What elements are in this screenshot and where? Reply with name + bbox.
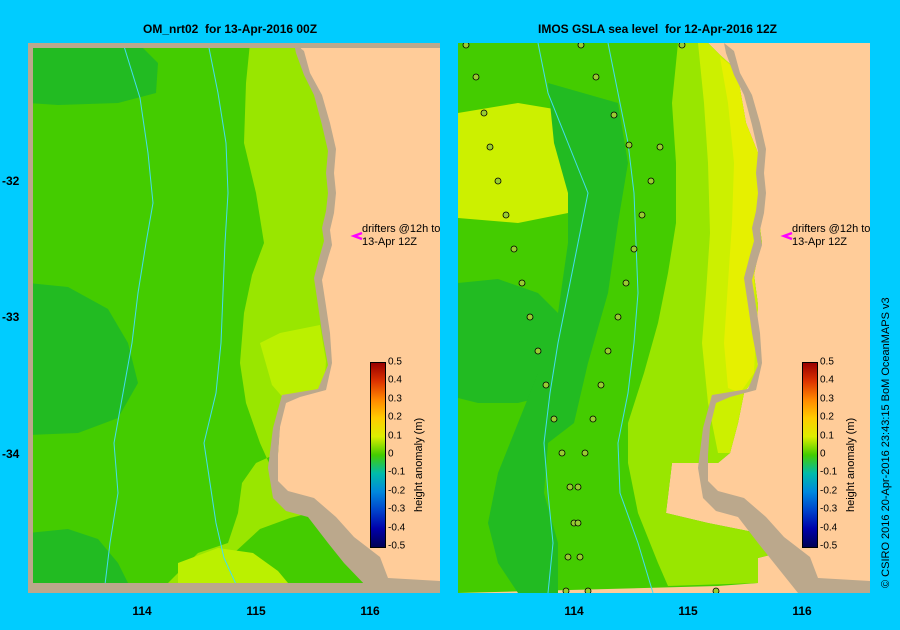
high-anomaly-patch	[260, 325, 326, 401]
low-anomaly-zone-3	[28, 529, 128, 583]
drifter-label-left: drifters @12h to 13-Apr 12Z	[362, 223, 440, 249]
positive-anomaly-zone	[168, 43, 334, 593]
drifter-dot	[638, 211, 646, 219]
drifter-dot	[494, 177, 502, 185]
low-anomaly-zone	[28, 283, 138, 435]
drifter-dot	[526, 313, 534, 321]
drifter-marker	[780, 231, 793, 241]
drifter-dot	[510, 245, 518, 253]
contour-lines	[537, 42, 654, 594]
colorbar-tick-label: 0.1	[820, 430, 834, 442]
right-panel-title: IMOS GSLA sea level for 12-Apr-2016 12Z	[538, 22, 777, 36]
drifter-dot	[712, 587, 720, 595]
drifter-dot	[564, 553, 572, 561]
drifter-dot	[577, 41, 585, 49]
drifter-dot	[574, 519, 582, 527]
drifter-dot	[534, 347, 542, 355]
x-tick-left-114: 114	[132, 604, 152, 618]
drifter-label-line1: drifters @12h to	[362, 223, 441, 235]
contour-lines	[103, 42, 241, 594]
y-tick-32: -32	[2, 174, 20, 188]
colorbar-tick-label: 0.1	[388, 430, 402, 442]
drifter-label-right: drifters @12h to 13-Apr 12Z	[792, 223, 870, 249]
colorbar-tick-label: 0	[388, 448, 394, 460]
y-tick-33: -33	[2, 310, 20, 324]
colorbar-title: height anomaly (m)	[845, 417, 857, 512]
drifter-dot	[502, 211, 510, 219]
left-map-panel	[28, 42, 440, 594]
x-tick-right-116: 116	[792, 604, 812, 618]
colorbar-tick-label: -0.5	[388, 540, 406, 552]
colorbar-tick-label: -0.3	[820, 503, 838, 515]
left-panel-title: OM_nrt02 for 13-Apr-2016 00Z	[143, 22, 318, 36]
colorbar-tick-label: 0.4	[820, 374, 834, 386]
y-tick-34: -34	[2, 447, 20, 461]
drifter-dot	[597, 381, 605, 389]
drifter-dot	[550, 415, 558, 423]
drifter-dot	[622, 279, 630, 287]
colorbar-tick-label: 0.3	[820, 393, 834, 405]
drifter-dot	[472, 73, 480, 81]
drifter-dot	[574, 483, 582, 491]
drifter-dot	[562, 587, 570, 595]
drifter-dot	[486, 143, 494, 151]
colorbar-title: height anomaly (m)	[413, 417, 425, 512]
drifter-dot	[604, 347, 612, 355]
colorbar-tick-label: 0.2	[820, 411, 834, 423]
colorbar-tick-label: 0.5	[820, 356, 834, 368]
drifter-dot	[566, 483, 574, 491]
drifter-dot	[576, 553, 584, 561]
drifter-dot	[614, 313, 622, 321]
drifter-dot	[656, 143, 664, 151]
colorbar-gradient	[370, 362, 386, 548]
drifter-dot	[584, 587, 592, 595]
drifter-marker	[350, 231, 363, 241]
colorbar-tick-label: -0.3	[388, 503, 406, 515]
drifter-positions	[462, 41, 720, 595]
drifter-dot	[630, 245, 638, 253]
drifter-label-line2: 13-Apr 12Z	[362, 236, 418, 248]
x-tick-right-115: 115	[678, 604, 698, 618]
drifter-dot	[589, 415, 597, 423]
colorbar-tick-label: -0.1	[388, 466, 406, 478]
drifter-dot	[518, 279, 526, 287]
colorbar-tick-label: -0.1	[820, 466, 838, 478]
x-tick-left-116: 116	[360, 604, 380, 618]
drifter-label-line2: 13-Apr 12Z	[792, 236, 848, 248]
colorbar-gradient	[802, 362, 818, 548]
drifter-label-line1: drifters @12h to	[792, 223, 871, 235]
right-map-panel	[458, 41, 870, 595]
drifter-dot	[542, 381, 550, 389]
colorbar-tick-label: -0.2	[820, 485, 838, 497]
drifter-dot	[558, 449, 566, 457]
ocean-field	[28, 43, 440, 593]
drifter-dot	[592, 73, 600, 81]
low-anomaly-zone-2	[488, 83, 628, 593]
drifter-dot	[462, 41, 470, 49]
colorbar-tick-label: 0.3	[388, 393, 402, 405]
drifter-dot	[581, 449, 589, 457]
colorbar-tick-label: -0.2	[388, 485, 406, 497]
colorbar-tick-label: 0	[820, 448, 826, 460]
drifter-dot	[647, 177, 655, 185]
high-anomaly-patch-2	[178, 548, 288, 583]
x-tick-left-115: 115	[246, 604, 266, 618]
drifter-dot	[480, 109, 488, 117]
drifter-dot	[610, 111, 618, 119]
colorbar-tick-label: -0.5	[820, 540, 838, 552]
colorbar-tick-label: 0.2	[388, 411, 402, 423]
colorbar-tick-label: -0.4	[820, 522, 838, 534]
colorbar-tick-label: -0.4	[388, 522, 406, 534]
colorbar-tick-label: 0.4	[388, 374, 402, 386]
colorbar-tick-label: 0.5	[388, 356, 402, 368]
x-tick-right-114: 114	[564, 604, 584, 618]
credit-text: © CSIRO 2016 20-Apr-2016 23:43:15 BoM Oc…	[880, 297, 892, 588]
drifter-dot	[678, 41, 686, 49]
low-anomaly-zone-2	[28, 43, 158, 105]
drifter-dot	[625, 141, 633, 149]
